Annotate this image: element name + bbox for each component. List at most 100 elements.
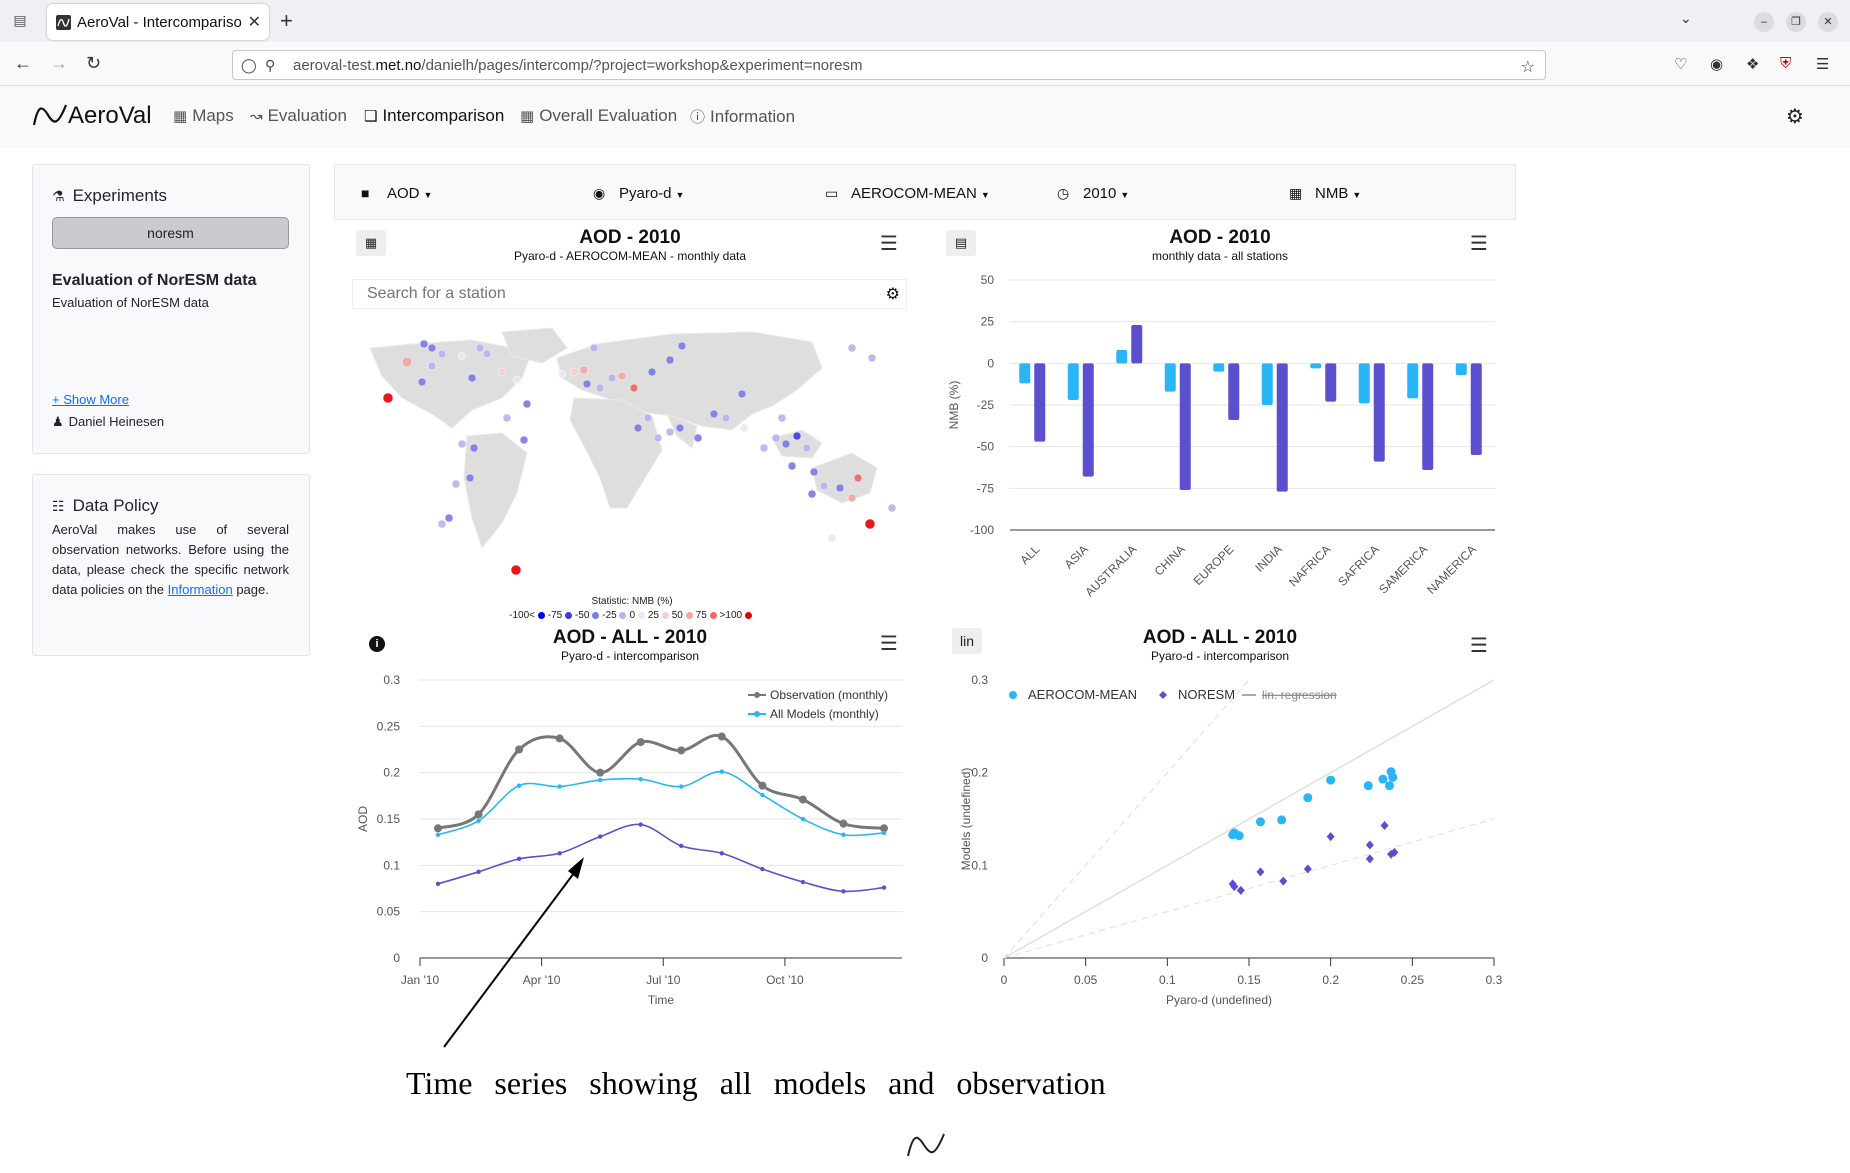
station-marker[interactable] (847, 493, 857, 503)
scatter-point[interactable] (1384, 781, 1394, 791)
ts-point[interactable] (679, 784, 684, 789)
ts-legend-label[interactable]: All Models (monthly) (770, 707, 879, 721)
station-marker[interactable] (401, 356, 413, 368)
station-marker[interactable] (437, 349, 447, 359)
station-marker[interactable] (835, 483, 845, 493)
station-marker[interactable] (647, 367, 657, 377)
ts-point[interactable] (841, 889, 846, 894)
station-marker[interactable] (475, 343, 485, 353)
scatter-point[interactable] (1363, 781, 1373, 791)
scatter-point[interactable] (1388, 772, 1398, 782)
bar[interactable] (1373, 363, 1385, 462)
station-marker[interactable] (847, 343, 857, 353)
ts-point[interactable] (760, 866, 765, 872)
bar[interactable] (1228, 363, 1240, 420)
station-marker[interactable] (557, 369, 567, 379)
ts-point[interactable] (434, 824, 442, 833)
station-marker[interactable] (629, 383, 639, 393)
station-marker[interactable] (419, 339, 429, 349)
station-marker[interactable] (721, 413, 731, 423)
station-marker[interactable] (444, 513, 454, 523)
scatter-point[interactable] (1255, 817, 1265, 827)
scatter-point[interactable] (1230, 882, 1239, 892)
bar[interactable] (1067, 363, 1079, 400)
ts-point[interactable] (516, 783, 522, 788)
scale-toggle-button[interactable]: lin (952, 628, 982, 654)
scatter-point[interactable] (1326, 832, 1335, 842)
station-marker[interactable] (579, 365, 589, 375)
forward-icon[interactable]: → (50, 53, 68, 73)
bar[interactable] (1276, 363, 1288, 492)
back-icon[interactable]: ← (14, 53, 32, 73)
ts-point[interactable] (881, 885, 887, 890)
ts-point[interactable] (717, 732, 726, 741)
ts-point[interactable] (435, 881, 441, 887)
station-marker[interactable] (864, 518, 876, 530)
settings-gear-icon[interactable]: ⚙ (1786, 106, 1804, 128)
station-marker[interactable] (512, 375, 522, 385)
ts-point[interactable] (515, 745, 524, 754)
window-close-icon[interactable]: ✕ (1818, 12, 1838, 32)
station-marker[interactable] (582, 379, 592, 389)
station-marker[interactable] (802, 443, 812, 453)
ts-point[interactable] (758, 781, 767, 790)
tab-list-icon[interactable]: ▤ (13, 12, 27, 28)
station-marker[interactable] (643, 413, 653, 423)
ts-point[interactable] (638, 822, 643, 827)
ts-point[interactable] (597, 834, 603, 839)
station-marker[interactable] (792, 431, 802, 441)
reload-icon[interactable]: ↻ (86, 53, 102, 73)
station-marker[interactable] (675, 423, 685, 433)
station-marker[interactable] (787, 461, 797, 471)
scatter-point[interactable] (1390, 847, 1399, 857)
station-marker[interactable] (427, 343, 437, 353)
bar[interactable] (1455, 363, 1467, 375)
bar[interactable] (1116, 350, 1128, 364)
ts-menu-icon[interactable]: ☰ (880, 633, 898, 655)
bar[interactable] (1034, 363, 1046, 442)
ts-series-line[interactable] (437, 823, 885, 893)
scatter-point[interactable] (1365, 854, 1374, 864)
ts-point[interactable] (597, 777, 603, 783)
bar[interactable] (1179, 363, 1191, 490)
year-dropdown[interactable]: ◷ 2010 ▼ (1057, 177, 1130, 209)
minimize-icon[interactable]: – (1754, 12, 1774, 32)
ts-point[interactable] (760, 792, 765, 798)
station-marker[interactable] (569, 367, 579, 377)
station-marker[interactable] (467, 373, 477, 383)
station-marker[interactable] (819, 481, 829, 491)
station-marker[interactable] (482, 349, 492, 359)
nav-maps[interactable]: ▦ Maps (173, 106, 234, 125)
nav-evaluation[interactable]: ↝ Evaluation (250, 106, 347, 125)
station-marker[interactable] (665, 355, 675, 365)
station-marker[interactable] (739, 423, 749, 433)
ts-point[interactable] (841, 832, 846, 837)
scatter-point[interactable] (1378, 774, 1388, 784)
station-marker[interactable] (653, 433, 663, 443)
station-search-input[interactable] (353, 280, 853, 308)
scatter-legend-label[interactable]: NORESM (1178, 687, 1235, 702)
info-icon[interactable]: i (362, 629, 392, 655)
lock-icon[interactable]: ⚲ (265, 57, 276, 73)
station-marker[interactable] (737, 389, 747, 399)
restore-icon[interactable]: ❐ (1786, 12, 1806, 32)
bar[interactable] (1325, 363, 1337, 402)
station-marker[interactable] (457, 439, 467, 449)
map-menu-icon[interactable]: ☰ (880, 233, 898, 255)
bar[interactable] (1358, 363, 1370, 404)
ts-point[interactable] (638, 776, 643, 782)
ts-point[interactable] (435, 832, 441, 837)
ts-point[interactable] (881, 830, 887, 836)
scatter-point[interactable] (1256, 867, 1265, 877)
station-marker[interactable] (665, 427, 675, 437)
ts-series-line[interactable] (437, 733, 885, 830)
close-tab-icon[interactable]: ✕ (247, 14, 261, 31)
station-marker[interactable] (437, 519, 447, 529)
shield-icon[interactable]: ◯ (241, 57, 257, 73)
ts-point[interactable] (880, 824, 888, 833)
ts-point[interactable] (516, 856, 522, 862)
ts-point[interactable] (476, 818, 481, 824)
scatter-legend-label[interactable]: AEROCOM-MEAN (1028, 687, 1137, 702)
station-marker[interactable] (469, 443, 479, 453)
search-settings-icon[interactable]: ⚙ (885, 286, 900, 303)
